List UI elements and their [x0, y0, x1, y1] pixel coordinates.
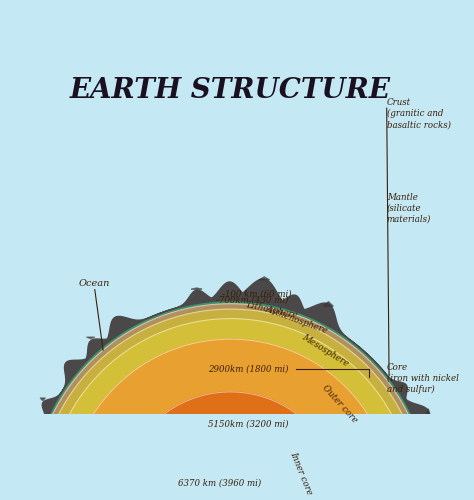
Polygon shape — [29, 279, 436, 496]
Text: Mantle
(silicate
materials): Mantle (silicate materials) — [387, 192, 431, 224]
Polygon shape — [87, 337, 95, 338]
Polygon shape — [191, 288, 202, 290]
Text: EARTH STRUCTURE: EARTH STRUCTURE — [70, 78, 391, 104]
Text: 2900km (1800 mi): 2900km (1800 mi) — [208, 364, 288, 373]
Text: Core
(iron with nickel
and sulfur): Core (iron with nickel and sulfur) — [387, 362, 458, 394]
Polygon shape — [120, 392, 340, 500]
Polygon shape — [29, 300, 432, 500]
Polygon shape — [324, 302, 333, 306]
Text: Lithosphere: Lithosphere — [245, 300, 298, 320]
Polygon shape — [40, 398, 46, 400]
Polygon shape — [37, 309, 423, 500]
Text: Outer core: Outer core — [320, 383, 359, 424]
Polygon shape — [68, 339, 393, 500]
Text: Crust
(granitic and
basaltic rocks): Crust (granitic and basaltic rocks) — [387, 98, 451, 130]
Polygon shape — [47, 318, 414, 500]
Polygon shape — [426, 408, 430, 416]
Text: 6370 km (3960 mi): 6370 km (3960 mi) — [178, 478, 261, 488]
Text: Inner core: Inner core — [289, 450, 314, 496]
Polygon shape — [259, 277, 270, 280]
Text: Ocean: Ocean — [79, 278, 110, 287]
Text: -100 km (60 mi): -100 km (60 mi) — [222, 290, 292, 298]
Polygon shape — [192, 464, 269, 500]
Text: -700km (430 mi): -700km (430 mi) — [216, 296, 289, 305]
Text: Mesosphere: Mesosphere — [301, 332, 350, 368]
Polygon shape — [32, 304, 428, 500]
Text: 5150km (3200 mi): 5150km (3200 mi) — [208, 420, 288, 428]
Text: Asthenosphere: Asthenosphere — [264, 304, 329, 336]
